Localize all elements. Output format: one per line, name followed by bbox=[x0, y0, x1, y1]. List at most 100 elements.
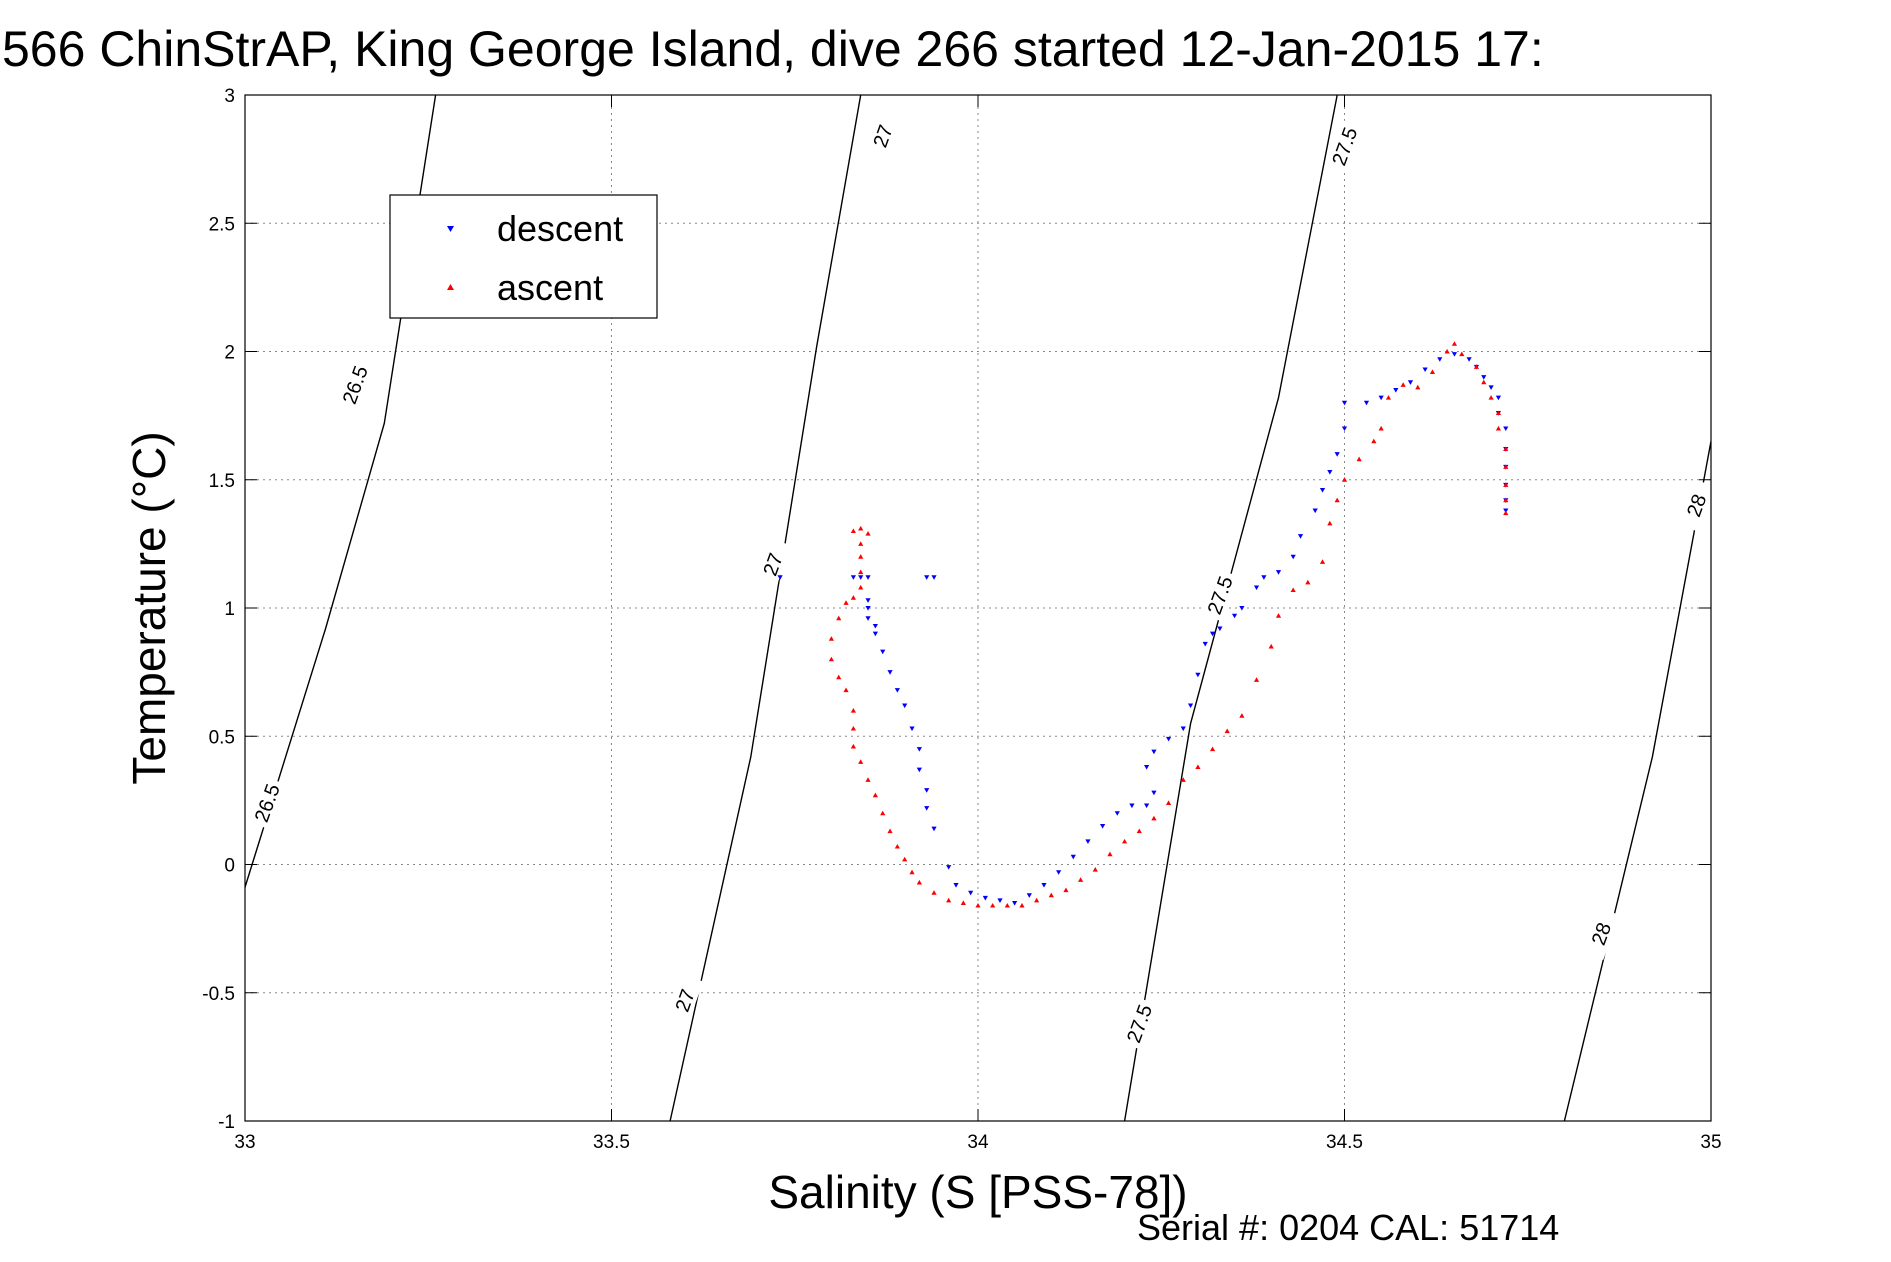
descent-point bbox=[1341, 400, 1348, 406]
ascent-point bbox=[960, 900, 966, 905]
y-tick-label: 2.5 bbox=[209, 214, 235, 235]
isopycnal-label-bg bbox=[666, 974, 704, 1027]
descent-point bbox=[872, 623, 878, 629]
descent-point bbox=[894, 688, 900, 693]
ascent-point bbox=[1275, 613, 1282, 618]
descent-point bbox=[1114, 811, 1120, 816]
descent-point bbox=[1378, 395, 1384, 401]
ascent-point bbox=[1122, 838, 1128, 844]
ascent-point bbox=[858, 759, 864, 764]
descent-point bbox=[1407, 380, 1414, 385]
ascent-point bbox=[865, 531, 871, 536]
y-tick-label: 1 bbox=[224, 599, 235, 620]
ascent-point bbox=[1019, 902, 1025, 908]
descent-point bbox=[1026, 893, 1032, 898]
descent-point bbox=[1180, 726, 1186, 732]
descent-point bbox=[1437, 357, 1443, 362]
descent-point bbox=[1129, 803, 1135, 809]
ascent-point bbox=[858, 541, 864, 546]
ascent-point bbox=[850, 725, 856, 731]
ascent-point bbox=[1356, 456, 1362, 462]
descent-point bbox=[1209, 631, 1216, 637]
isopycnal-line-27-5 bbox=[1123, 95, 1338, 1121]
data-series bbox=[777, 341, 1509, 908]
y-tick-label: -1 bbox=[218, 1112, 235, 1133]
descent-point bbox=[1327, 470, 1333, 475]
x-axis-label: Salinity (S [PSS-78]) bbox=[768, 1166, 1187, 1218]
descent-point bbox=[1012, 900, 1018, 906]
x-tick-label: 33 bbox=[234, 1132, 255, 1153]
ascent-point bbox=[828, 656, 834, 662]
ascent-point bbox=[1385, 395, 1392, 400]
ascent-point bbox=[1415, 384, 1421, 390]
descent-point bbox=[1070, 854, 1076, 860]
ascent-point bbox=[1495, 410, 1502, 416]
y-tick-label: 0 bbox=[224, 856, 235, 877]
legend-box bbox=[389, 194, 658, 319]
isopycnal-label-bg bbox=[1120, 997, 1158, 1050]
y-tick-label: 3 bbox=[224, 86, 235, 107]
descent-point bbox=[1319, 488, 1326, 493]
ascent-point bbox=[858, 569, 864, 575]
descent-point bbox=[931, 826, 937, 832]
ascent-point bbox=[990, 902, 996, 908]
ascent-point bbox=[1503, 510, 1509, 516]
legend-label-descent: descent bbox=[497, 208, 623, 249]
ascent-point bbox=[1151, 815, 1157, 821]
ascent-point bbox=[1063, 887, 1069, 893]
ascent-point bbox=[1136, 828, 1142, 834]
ascent-point bbox=[1268, 643, 1274, 649]
descent-point bbox=[916, 767, 922, 773]
descent-point bbox=[1165, 736, 1172, 742]
y-tick-label: -0.5 bbox=[202, 984, 235, 1005]
ascent-point bbox=[1481, 379, 1487, 385]
ascent-point bbox=[1503, 497, 1509, 503]
descent-point bbox=[997, 898, 1003, 904]
descent-point bbox=[1143, 765, 1150, 770]
legend-marker-ascent bbox=[447, 284, 454, 290]
descent-point bbox=[1041, 883, 1047, 888]
ascent-point bbox=[858, 525, 864, 531]
descent-point bbox=[909, 726, 915, 732]
descent-point bbox=[1085, 839, 1091, 845]
ascent-point bbox=[1305, 579, 1311, 585]
x-tick-label: 35 bbox=[1700, 1132, 1721, 1153]
legend-label-ascent: ascent bbox=[497, 267, 603, 308]
y-tick-label: 0.5 bbox=[209, 727, 235, 748]
isopycnal-label-bg bbox=[864, 109, 902, 163]
ascent-point bbox=[1180, 777, 1186, 782]
x-tick-label: 33.5 bbox=[593, 1132, 630, 1153]
ascent-point bbox=[858, 554, 864, 559]
descent-point bbox=[1466, 357, 1472, 362]
ascent-point bbox=[880, 810, 886, 816]
descent-point bbox=[1290, 554, 1296, 560]
descent-point bbox=[1363, 400, 1370, 406]
descent-point bbox=[1261, 575, 1267, 580]
ascent-point bbox=[1290, 587, 1296, 593]
chart-title: 566 ChinStrAP, King George Island, dive … bbox=[2, 21, 1544, 77]
descent-point bbox=[982, 895, 988, 901]
ascent-point bbox=[1473, 364, 1480, 369]
descent-point bbox=[880, 649, 886, 655]
ascent-point bbox=[1503, 464, 1509, 469]
isopycnal-label-bg bbox=[1325, 119, 1364, 173]
descent-point bbox=[1151, 749, 1157, 755]
ascent-point bbox=[872, 792, 878, 798]
ascent-point bbox=[975, 902, 981, 908]
ascent-point bbox=[828, 636, 834, 641]
descent-point bbox=[872, 631, 878, 637]
y-axis-label: Temperature (°C) bbox=[123, 431, 175, 784]
ascent-point bbox=[1503, 482, 1509, 487]
ascent-point bbox=[1495, 425, 1502, 431]
ascent-point bbox=[931, 890, 937, 895]
descent-point bbox=[1341, 426, 1348, 432]
descent-point bbox=[1495, 395, 1502, 401]
legend: descent ascent bbox=[389, 194, 658, 319]
descent-point bbox=[850, 575, 856, 580]
ascent-point bbox=[946, 897, 952, 903]
isopycnal-label-bg bbox=[754, 538, 792, 591]
isopycnal-label-bg bbox=[1582, 907, 1620, 961]
ascent-point bbox=[850, 743, 856, 749]
series-descent bbox=[777, 352, 1509, 906]
